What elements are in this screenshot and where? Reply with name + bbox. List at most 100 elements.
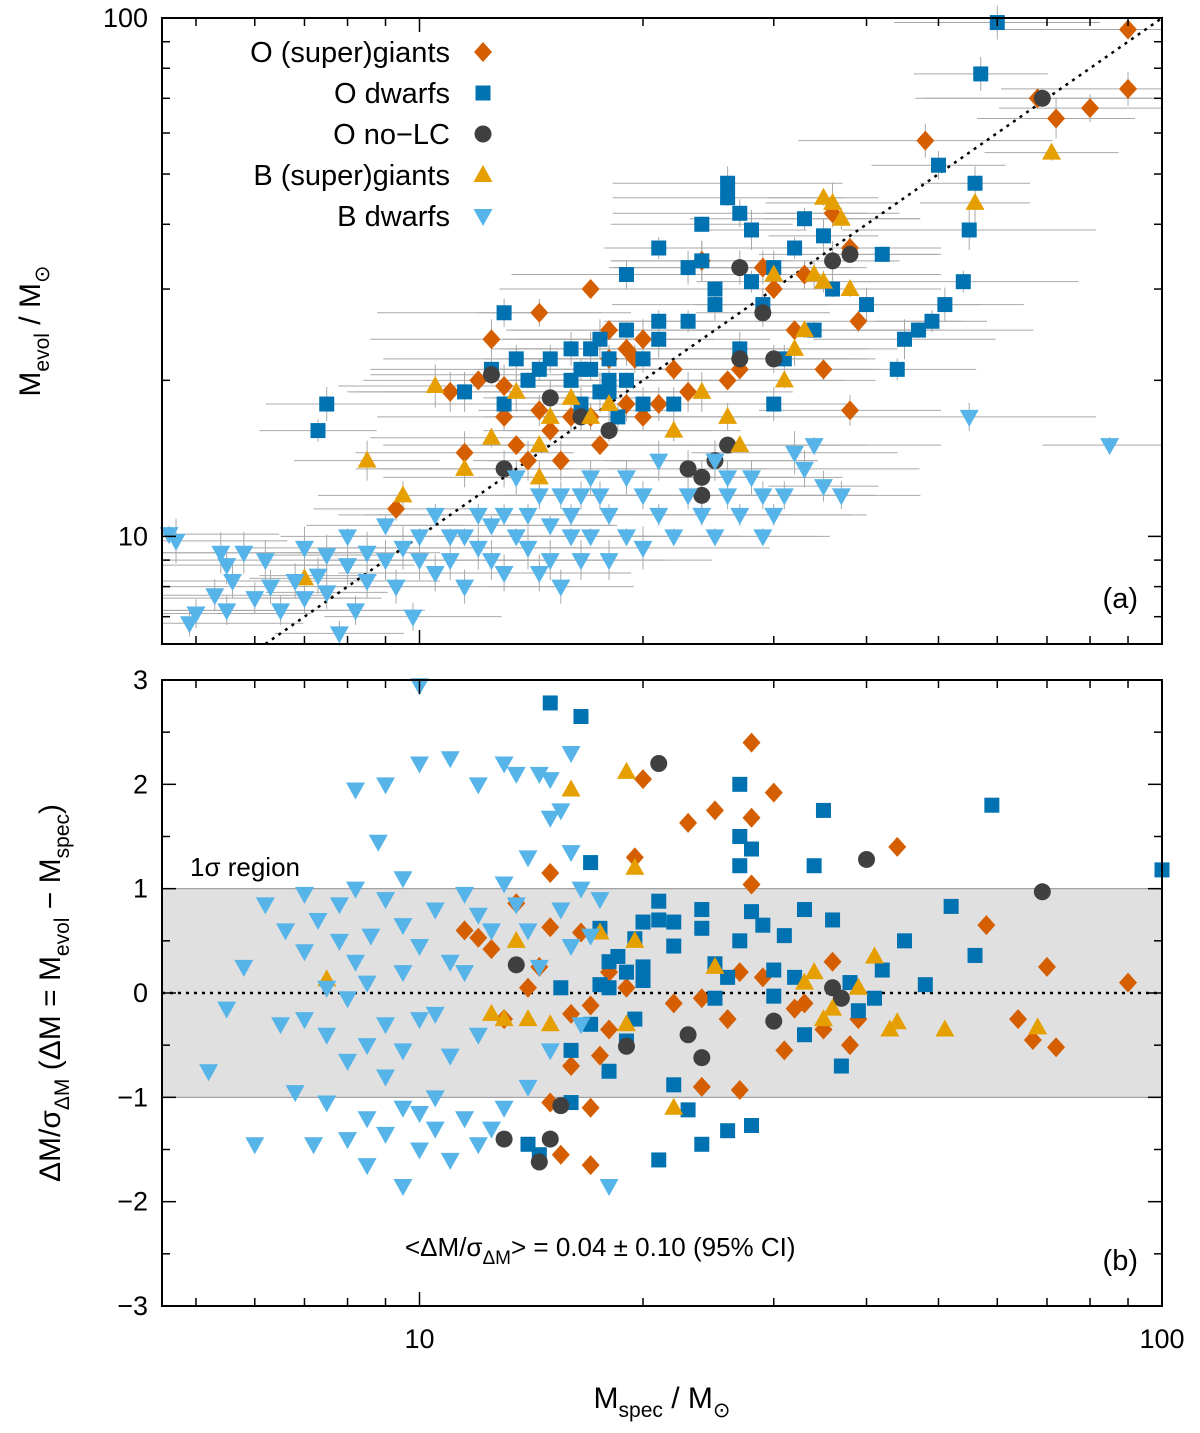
point-o-super-giants	[1047, 108, 1066, 129]
point-o-no-lc	[679, 1026, 697, 1044]
point-b-super-giants	[616, 1014, 636, 1032]
panel-a-points	[159, 15, 1138, 644]
point-b-super-giants	[692, 381, 712, 399]
point-b-dwarfs	[616, 529, 636, 547]
point-o-no-lc	[530, 1153, 548, 1171]
point-b-dwarfs	[294, 1012, 314, 1030]
point-o-super-giants	[617, 338, 636, 359]
point-o-dwarfs	[457, 384, 473, 400]
point-o-super-giants	[840, 1035, 859, 1056]
point-b-dwarfs	[425, 1006, 445, 1024]
point-b-dwarfs	[409, 1142, 429, 1160]
point-b-dwarfs	[205, 588, 225, 606]
point-b-super-giants	[506, 381, 526, 399]
point-o-dwarfs	[508, 351, 524, 367]
point-o-super-giants	[1119, 972, 1138, 993]
point-b-super-giants	[1042, 142, 1062, 160]
point-o-dwarfs	[897, 933, 913, 949]
point-o-dwarfs	[755, 917, 771, 933]
point-b-dwarfs	[804, 438, 824, 456]
point-b-super-giants	[730, 435, 750, 453]
point-b-dwarfs	[774, 488, 794, 506]
point-o-no-lc	[541, 1130, 559, 1148]
point-o-super-giants	[634, 329, 653, 350]
point-b-dwarfs	[409, 529, 429, 547]
point-b-dwarfs	[518, 1079, 538, 1097]
point-b-dwarfs	[468, 907, 488, 925]
point-b-dwarfs	[329, 933, 349, 951]
point-b-dwarfs	[529, 565, 549, 583]
point-b-super-giants	[813, 1009, 833, 1027]
point-b-dwarfs	[561, 507, 581, 525]
point-o-dwarfs	[732, 776, 748, 792]
panel-b-y-tick-labels: −3 −2 −1 0 1 2 3	[117, 665, 148, 1321]
point-b-super-giants	[935, 1019, 955, 1037]
point-b-dwarfs	[245, 1137, 265, 1155]
point-o-dwarfs	[766, 962, 782, 978]
point-b-dwarfs	[518, 507, 538, 525]
point-b-dwarfs	[692, 507, 712, 525]
point-o-dwarfs	[806, 858, 822, 874]
point-o-super-giants	[823, 951, 842, 972]
x-axis-label: Mspec / M⊙	[594, 1382, 731, 1422]
point-b-dwarfs	[376, 518, 396, 536]
point-o-super-giants	[518, 450, 537, 471]
point-b-dwarfs	[386, 579, 406, 597]
point-o-dwarfs	[563, 372, 579, 388]
point-b-dwarfs	[730, 507, 750, 525]
point-b-dwarfs	[616, 470, 636, 488]
point-o-dwarfs	[651, 240, 667, 256]
point-b-dwarfs	[581, 529, 601, 547]
point-b-dwarfs	[261, 579, 281, 597]
point-b-dwarfs	[440, 529, 460, 547]
point-o-dwarfs	[666, 1077, 682, 1093]
point-o-super-giants	[562, 1056, 581, 1077]
point-b-super-giants	[718, 406, 738, 424]
point-o-super-giants	[649, 394, 668, 415]
point-o-super-giants	[581, 279, 600, 300]
point-o-dwarfs	[651, 893, 667, 909]
point-o-dwarfs	[601, 1063, 617, 1079]
point-b-dwarfs	[179, 616, 199, 634]
point-o-dwarfs	[917, 977, 933, 993]
point-b-dwarfs	[540, 553, 560, 571]
point-b-dwarfs	[506, 766, 526, 784]
point-o-super-giants	[634, 769, 653, 790]
point-b-dwarfs	[357, 1038, 377, 1056]
point-o-dwarfs	[694, 253, 710, 269]
point-b-super-giants	[831, 208, 851, 226]
point-o-super-giants	[730, 962, 749, 983]
legend-marker-b-super-giants	[473, 165, 493, 182]
point-o-dwarfs	[542, 695, 558, 711]
point-o-dwarfs	[911, 322, 927, 338]
point-o-dwarfs	[635, 914, 651, 930]
point-b-dwarfs	[753, 529, 773, 547]
point-b-dwarfs	[440, 553, 460, 571]
point-o-dwarfs	[651, 331, 667, 347]
point-o-super-giants	[764, 279, 783, 300]
point-b-dwarfs	[393, 965, 413, 983]
point-b-dwarfs	[357, 1111, 377, 1129]
point-b-dwarfs	[468, 1137, 488, 1155]
point-o-super-giants	[590, 435, 609, 456]
point-b-dwarfs	[217, 603, 237, 621]
point-o-dwarfs	[666, 938, 682, 954]
point-o-super-giants	[387, 498, 406, 519]
point-b-dwarfs	[199, 1064, 219, 1082]
point-o-dwarfs	[955, 274, 971, 290]
point-b-dwarfs	[403, 609, 423, 627]
point-b-dwarfs	[357, 545, 377, 563]
point-b-super-giants	[764, 264, 784, 282]
point-b-dwarfs	[409, 756, 429, 774]
point-o-dwarfs	[601, 351, 617, 367]
point-b-dwarfs	[285, 1085, 305, 1103]
point-o-dwarfs	[666, 396, 682, 412]
point-b-dwarfs	[494, 876, 514, 894]
point-b-dwarfs	[440, 751, 460, 769]
point-b-super-giants	[804, 264, 824, 282]
point-o-dwarfs	[563, 1042, 579, 1058]
point-o-dwarfs	[618, 372, 634, 388]
point-o-dwarfs	[889, 361, 905, 377]
point-o-dwarfs	[732, 858, 748, 874]
point-o-dwarfs	[961, 222, 977, 238]
